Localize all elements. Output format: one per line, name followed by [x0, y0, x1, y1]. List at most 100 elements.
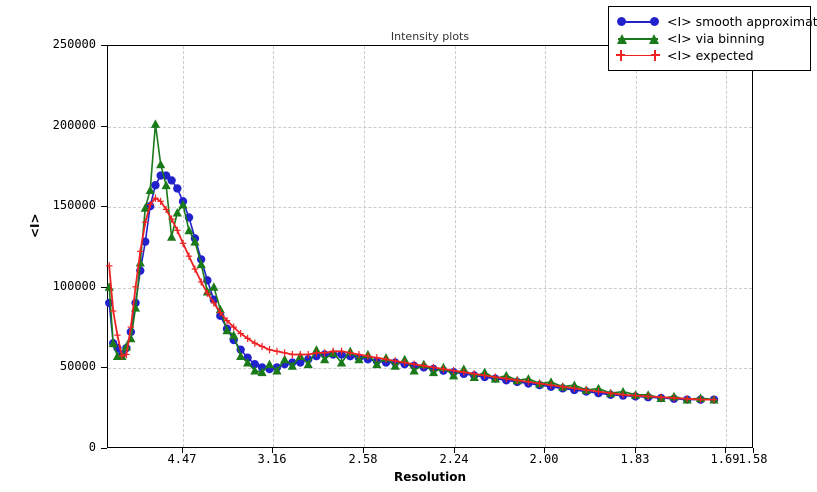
data-point-plus [297, 350, 304, 359]
data-point-plus [460, 368, 467, 376]
y-axis-tick [101, 286, 107, 288]
data-point-plus [347, 349, 354, 357]
data-point-triangle [354, 354, 364, 364]
data-point-plus [503, 375, 510, 383]
series-markers-binning [104, 119, 719, 404]
data-point-plus [471, 370, 478, 378]
data-point-plus [329, 347, 337, 355]
data-point-circle [167, 176, 176, 185]
data-point-plus [123, 350, 130, 359]
data-point-circle [296, 358, 305, 367]
data-point-plus [204, 289, 211, 297]
data-point-triangle [190, 237, 200, 246]
data-point-triangle [140, 203, 150, 212]
data-point-plus [237, 329, 244, 338]
data-point-plus [595, 387, 602, 396]
data-point-triangle [449, 370, 459, 380]
data-point-plus [127, 323, 135, 331]
y-axis-tick [101, 206, 107, 208]
legend-item-2[interactable]: <I> expected [616, 47, 801, 64]
data-point-plus [289, 350, 296, 359]
data-point-triangle [303, 359, 313, 369]
data-point-plus [559, 383, 566, 391]
data-point-plus [644, 392, 652, 401]
data-point-plus [583, 386, 590, 394]
data-point-plus [481, 371, 488, 380]
data-point-triangle [145, 185, 155, 194]
legend-item-0[interactable]: <I> smooth approximation [616, 13, 817, 30]
series-markers-smooth [105, 171, 719, 404]
gridline-horizontal [108, 287, 752, 289]
data-point-triangle [167, 232, 177, 241]
x-axis-tick [182, 448, 183, 453]
data-point-plus [305, 350, 312, 359]
data-point-plus [197, 278, 205, 286]
data-point-triangle [126, 333, 136, 343]
x-axis-tick [753, 448, 754, 453]
x-axis-tick [454, 448, 455, 453]
gridline-vertical [636, 46, 637, 447]
data-point-plus [168, 215, 175, 223]
data-point-plus [382, 355, 390, 363]
data-point-triangle [150, 119, 161, 128]
x-axis-tick [635, 448, 636, 453]
data-point-triangle [264, 359, 275, 369]
data-point-triangle [257, 367, 267, 377]
data-point-plus [710, 396, 718, 404]
data-point-plus [132, 283, 139, 291]
plot-area [107, 45, 753, 448]
data-point-triangle [178, 199, 188, 209]
data-point-plus [525, 378, 532, 386]
data-point-triangle [236, 351, 246, 361]
x-axis-tick-label: 3.16 [257, 452, 287, 466]
gridline-vertical [726, 46, 727, 447]
data-point-plus [174, 226, 181, 234]
data-point-plus [450, 367, 457, 375]
data-point-triangle [272, 366, 282, 375]
data-point-triangle [250, 366, 260, 375]
data-point-triangle [108, 338, 118, 348]
data-point-plus [410, 360, 418, 368]
y-axis-tick-label: 150000 [52, 198, 96, 213]
data-point-triangle [336, 357, 347, 367]
series-markers-expected [106, 194, 718, 404]
data-point-plus [157, 197, 164, 205]
x-axis-title: Resolution [393, 470, 467, 484]
legend-item-1[interactable]: <I> via binning [616, 30, 801, 47]
data-point-plus [401, 358, 408, 367]
data-point-plus [110, 307, 117, 315]
data-point-plus [632, 392, 639, 400]
data-point-triangle [161, 180, 171, 190]
data-point-plus [251, 339, 259, 347]
data-point-plus [420, 362, 427, 370]
data-point-plus [147, 200, 154, 209]
legend-label-1: <I> via binning [667, 31, 765, 46]
x-axis-tick-label: 1.58 [738, 452, 768, 466]
data-point-triangle [196, 259, 206, 269]
data-point-plus [657, 393, 665, 401]
gridline-vertical [545, 46, 546, 447]
data-point-triangle [390, 361, 400, 370]
x-axis-tick-label: 1.83 [620, 452, 650, 466]
data-point-plus [244, 334, 251, 342]
series-line-expected [108, 196, 714, 401]
data-point-plus [230, 323, 237, 331]
data-point-plus [607, 389, 614, 397]
data-point-plus [364, 352, 372, 360]
legend-label-0: <I> smooth approximation [667, 14, 817, 29]
gridline-vertical [455, 46, 456, 447]
gridline-horizontal [108, 126, 752, 128]
data-point-circle [151, 181, 160, 190]
series-line-binning [108, 123, 715, 401]
data-point-plus [142, 218, 149, 226]
gridline-horizontal [108, 207, 752, 209]
legend-key-triangle-icon [616, 32, 660, 46]
data-point-plus [683, 395, 691, 403]
y-axis-tick-label: 250000 [52, 37, 96, 51]
data-point-plus [355, 350, 363, 359]
data-point-plus [440, 365, 447, 373]
data-point-triangle [287, 361, 297, 370]
data-point-triangle [428, 367, 439, 377]
data-point-triangle [320, 354, 330, 364]
